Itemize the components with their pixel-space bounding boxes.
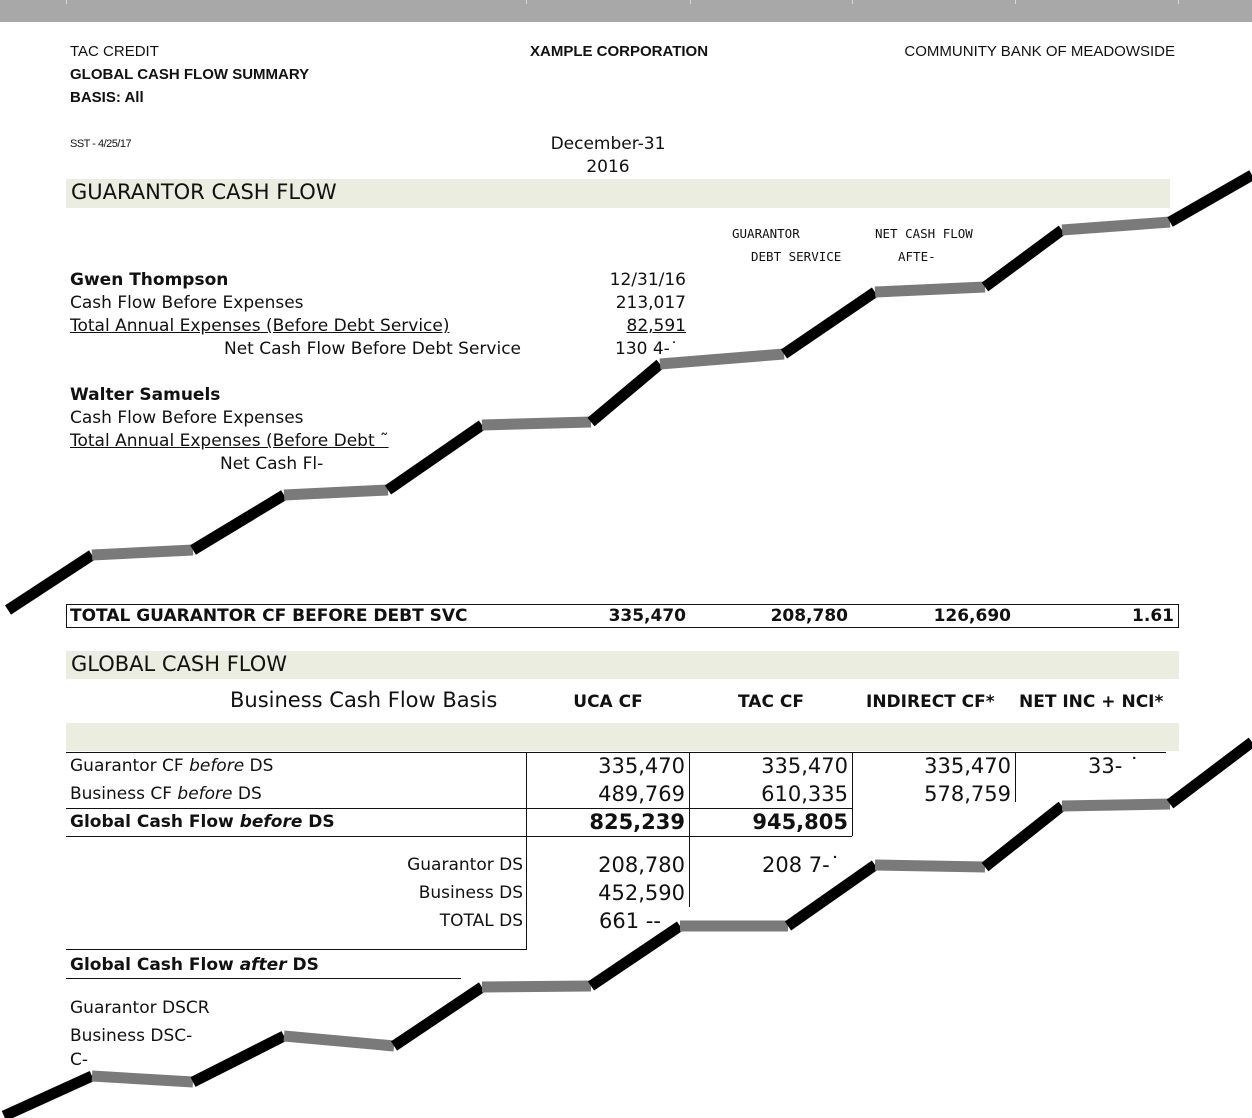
row-total-ds-uca: 661 ‐‐: [599, 909, 661, 933]
row-partial-label: C‐: [70, 1050, 89, 1070]
col-indirect-cf: INDIRECT CF*: [866, 692, 995, 712]
row-global-cf-after-label: Global Cash Flow after DS: [70, 955, 319, 975]
row-guarantor-cf-netinc: 33‐ ˙: [1088, 754, 1140, 778]
row-business-cf-uca: 489,769: [598, 782, 685, 806]
guarantor-section-title: GUARANTOR CASH FLOW: [71, 180, 337, 204]
gwen-cf-before-expenses-label: Cash Flow Before Expenses: [70, 293, 304, 313]
header-company: XAMPLE CORPORATION: [530, 43, 709, 60]
walter-cf-before-expenses-label: Cash Flow Before Expenses: [70, 408, 304, 428]
torn-mask-lower: [4, 742, 1252, 1118]
col-header-debt-service: DEBT SERVICE: [751, 249, 842, 264]
row-total-ds-label: TOTAL DS: [439, 911, 523, 931]
col-header-guarantor: GUARANTOR: [732, 226, 800, 241]
guarantor-name-walter: Walter Samuels: [70, 385, 221, 405]
table-line: [66, 808, 852, 809]
gwen-cf-before-expenses: 213,017: [615, 293, 686, 313]
table-line: [66, 949, 527, 950]
row-guarantor-ds-uca: 208,780: [598, 853, 685, 877]
table-line: [66, 978, 461, 979]
global-section-title: GLOBAL CASH FLOW: [71, 652, 288, 676]
table-line: [526, 752, 527, 949]
row-global-cf-uca: 825,239: [589, 810, 685, 834]
row-guarantor-dscr-label: Guarantor DSCR: [70, 998, 210, 1018]
table-line: [66, 836, 852, 837]
header-report-title: GLOBAL CASH FLOW SUMMARY: [70, 66, 310, 83]
row-business-cf-tac: 610,335: [761, 782, 848, 806]
walter-total-expenses-label: Total Annual Expenses (Before Debt ˜: [70, 431, 389, 451]
gwen-total-expenses: 82,591: [626, 316, 686, 336]
guarantor-name-gwen: Gwen Thompson: [70, 270, 229, 290]
period-month: December-31: [550, 134, 666, 154]
guarantor-section-band: [66, 179, 1170, 208]
col-tac-cf: TAC CF: [738, 692, 804, 712]
total-guarantor-cf: 335,470: [608, 606, 686, 626]
table-line: [689, 752, 690, 907]
row-guarantor-ds-label: Guarantor DS: [407, 855, 523, 875]
col-uca-cf: UCA CF: [573, 692, 643, 712]
header-bank: COMMUNITY BANK OF MEADOWSIDE: [904, 43, 1175, 60]
tear-edge-lower: [1, 737, 1252, 1118]
table-line: [1015, 752, 1016, 802]
row-guarantor-cf-uca: 335,470: [598, 754, 685, 778]
total-guarantor-net: 126,690: [933, 606, 1011, 626]
table-line: [852, 752, 853, 836]
global-section-band: [66, 651, 1179, 679]
period-year: 2016: [586, 157, 630, 177]
gwen-net-cash-flow-label: Net Cash Flow Before Debt Service: [224, 339, 522, 359]
col-header-net-cash-flow: NET CASH FLOW: [875, 226, 973, 241]
row-business-cf-label: Business CF before DS: [70, 784, 262, 804]
total-guarantor-ds: 208,780: [770, 606, 848, 626]
global-header-band: [66, 723, 1179, 751]
walter-net-cash-flow-label: Net Cash Fl‐: [220, 454, 324, 474]
total-guarantor-row-box: [66, 604, 1179, 628]
row-global-cf-tac: 945,805: [752, 810, 848, 834]
row-business-dscr-label: Business DSC‐: [70, 1026, 193, 1046]
gwen-net-cash-flow: 130 4‐˙: [615, 339, 679, 359]
total-guarantor-dscr: 1.61: [1132, 606, 1174, 626]
table-line: [66, 752, 1166, 753]
row-business-ds-uca: 452,590: [598, 881, 685, 905]
spreadsheet-top-bar: [0, 0, 1252, 22]
col-net-inc-nci: NET INC + NCI*: [1019, 692, 1164, 712]
header-stamp: SST - 4/25/17: [70, 138, 132, 150]
header-basis: BASIS: All: [70, 89, 144, 106]
row-guarantor-cf-indirect: 335,470: [924, 754, 1011, 778]
row-guarantor-cf-tac: 335,470: [761, 754, 848, 778]
col-header-after: AFTE‐: [898, 249, 936, 264]
row-guarantor-ds-tac: 208 7‐˙: [762, 853, 841, 877]
business-cf-basis-label: Business Cash Flow Basis: [230, 688, 498, 712]
tear-edge-upper: [4, 170, 1252, 615]
total-guarantor-label: TOTAL GUARANTOR CF BEFORE DEBT SVC: [70, 606, 468, 626]
row-business-cf-indirect: 578,759: [924, 782, 1011, 806]
header-tac-credit: TAC CREDIT: [70, 43, 159, 60]
gwen-date: 12/31/16: [609, 270, 686, 290]
row-business-ds-label: Business DS: [418, 883, 523, 903]
row-global-cf-before-label: Global Cash Flow before DS: [70, 812, 335, 832]
row-guarantor-cf-label: Guarantor CF before DS: [70, 756, 274, 776]
gwen-total-expenses-label: Total Annual Expenses (Before Debt Servi…: [70, 316, 450, 336]
